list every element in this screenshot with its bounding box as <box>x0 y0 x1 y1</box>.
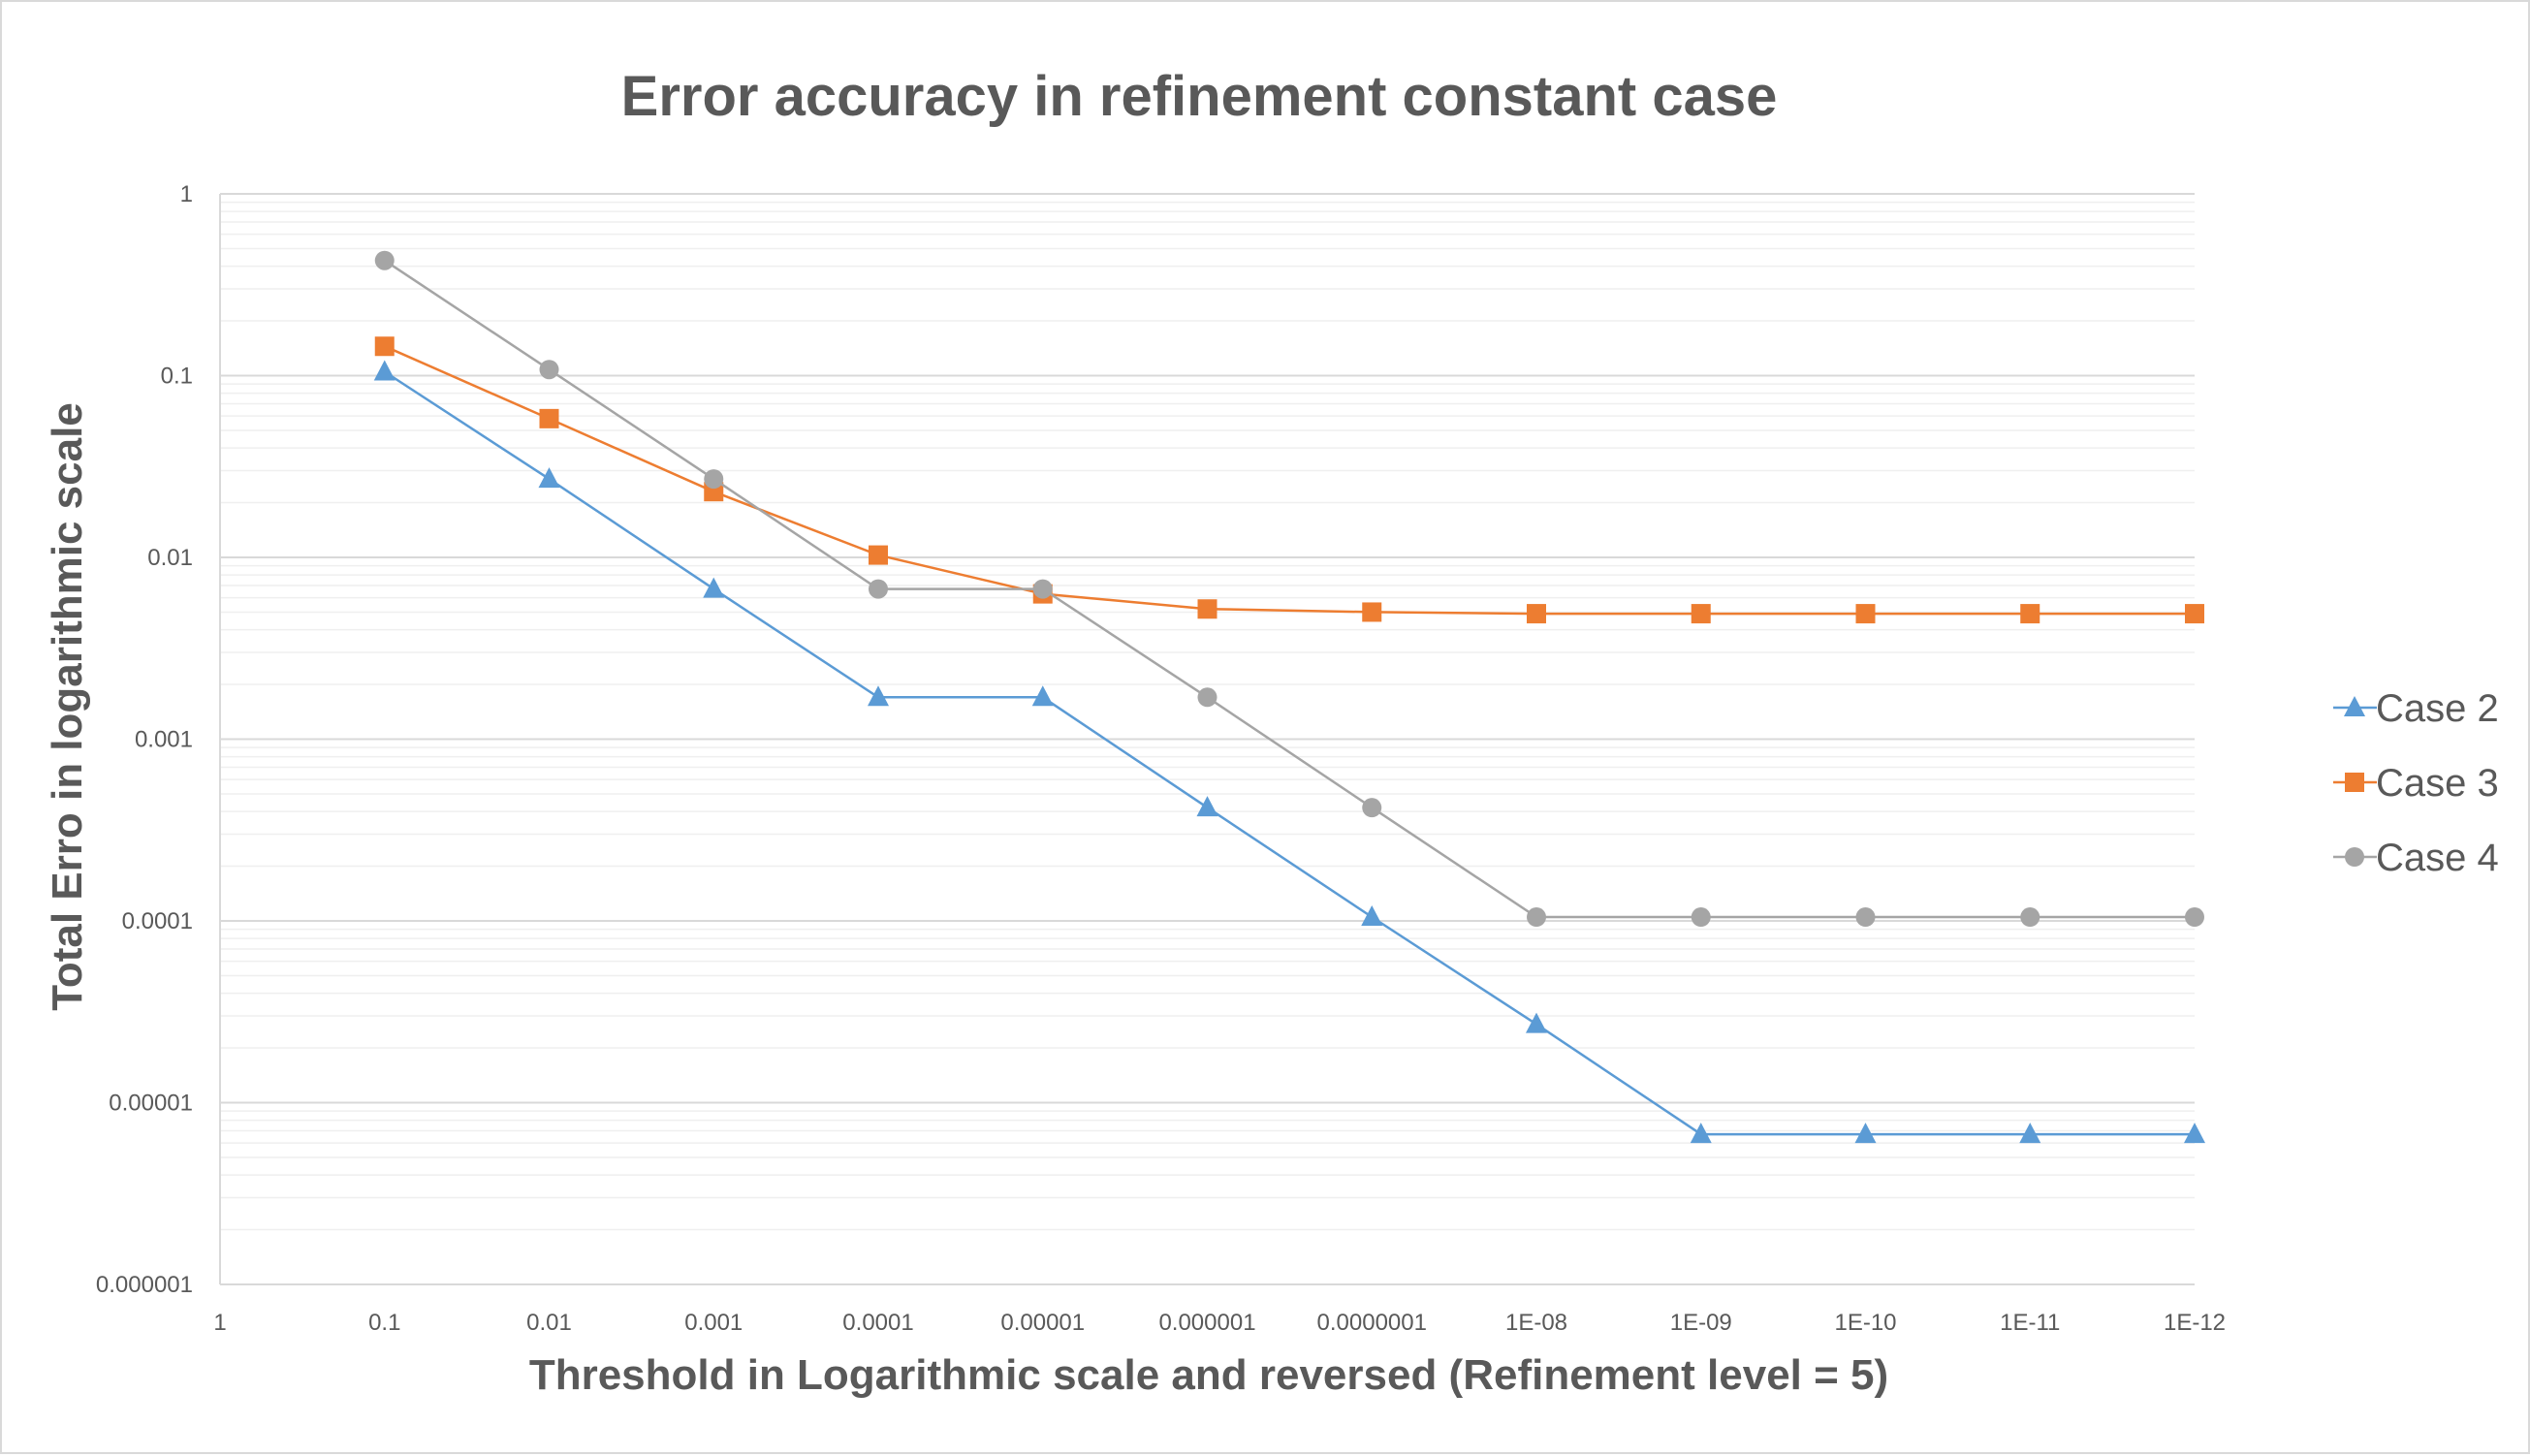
y-tick-label: 1 <box>180 181 193 207</box>
x-axis-title: Threshold in Logarithmic scale and rever… <box>529 1351 1888 1399</box>
legend-marker-case-2 <box>2344 696 2365 716</box>
data-point-case-3 <box>539 408 559 428</box>
series-case-3 <box>374 336 2204 624</box>
x-tick-label: 0.0000001 <box>1317 1310 1427 1336</box>
data-point-case-3 <box>374 336 395 357</box>
y-tick-label: 0.01 <box>147 545 193 571</box>
data-point-case-3 <box>1197 599 1218 619</box>
data-point-case-4 <box>539 360 559 380</box>
x-tick-label: 1E-11 <box>2000 1310 2060 1336</box>
x-tick-label: 0.001 <box>684 1310 743 1336</box>
data-point-case-3 <box>2020 604 2040 624</box>
data-point-case-2 <box>1361 905 1383 927</box>
x-tick-label: 0.1 <box>368 1310 400 1336</box>
x-tick-label: 1E-09 <box>1670 1310 1732 1336</box>
legend-marker-case-3 <box>2345 773 2364 792</box>
x-tick-label: 0.01 <box>526 1310 572 1336</box>
data-point-case-3 <box>1362 602 1382 622</box>
data-point-case-4 <box>2185 907 2204 928</box>
series-case-4 <box>374 250 2204 928</box>
data-point-case-3 <box>1691 604 1711 624</box>
data-point-case-4 <box>1855 907 1876 928</box>
data-point-case-4 <box>704 469 724 490</box>
data-point-case-2 <box>703 577 725 598</box>
series-layer <box>373 250 2205 1144</box>
data-point-case-4 <box>1032 579 1053 599</box>
data-point-case-2 <box>1854 1123 1877 1144</box>
x-tick-labels: 1 0.1 0.01 0.001 0.0001 0.00001 0.000001 0.0000… <box>213 1310 2226 1336</box>
x-tick-label: 0.0001 <box>842 1310 913 1336</box>
data-point-case-4 <box>1362 798 1382 818</box>
x-tick-label: 1E-08 <box>1505 1310 1567 1336</box>
series-case-2 <box>373 360 2205 1144</box>
x-tick-label: 0.00001 <box>1000 1310 1085 1336</box>
data-point-case-3 <box>1855 604 1876 624</box>
data-point-case-4 <box>1691 907 1711 928</box>
data-point-case-2 <box>1690 1123 1712 1144</box>
legend-label-case-4: Case 4 <box>2376 837 2499 879</box>
series-line-case-4 <box>384 259 2195 919</box>
major-gridlines <box>220 193 2195 1104</box>
y-tick-labels: 1 0.1 0.01 0.001 0.0001 0.00001 0.000001 <box>96 181 193 1298</box>
data-point-case-4 <box>2020 907 2040 928</box>
data-point-case-2 <box>1196 796 1218 817</box>
data-point-case-4 <box>374 250 395 270</box>
series-line-case-2 <box>384 370 2195 1136</box>
minor-gridlines <box>220 201 2195 1231</box>
y-tick-label: 0.0001 <box>122 908 193 934</box>
data-point-case-2 <box>2019 1123 2041 1144</box>
y-axis-title: Total Erro in logarithmic scale <box>44 402 91 1011</box>
legend-item-case-3: Case 3 <box>2333 762 2499 805</box>
data-point-case-3 <box>869 545 888 565</box>
series-line-case-3 <box>384 345 2195 616</box>
data-point-case-2 <box>538 467 560 489</box>
data-point-case-2 <box>868 685 889 707</box>
y-tick-label: 0.001 <box>135 727 193 753</box>
chart-title: Error accuracy in refinement constant ca… <box>621 65 1778 128</box>
legend-item-case-4: Case 4 <box>2333 837 2499 879</box>
x-tick-label: 1E-12 <box>2164 1310 2226 1336</box>
y-tick-label: 0.1 <box>161 364 193 390</box>
data-point-case-2 <box>1031 685 1054 707</box>
data-point-case-4 <box>1197 687 1218 708</box>
y-tick-label: 0.000001 <box>96 1272 193 1298</box>
legend-label-case-2: Case 2 <box>2376 687 2499 730</box>
legend-marker-case-4 <box>2345 847 2364 867</box>
data-point-case-3 <box>1527 604 1546 624</box>
legend-label-case-3: Case 3 <box>2376 762 2499 805</box>
data-point-case-4 <box>869 579 888 599</box>
x-tick-label: 1 <box>213 1310 226 1336</box>
legend: Case 2 Case 3 Case 4 <box>2333 687 2499 879</box>
data-point-case-2 <box>373 360 395 381</box>
y-tick-label: 0.00001 <box>109 1091 193 1117</box>
x-tick-label: 0.000001 <box>1158 1310 1255 1336</box>
legend-item-case-2: Case 2 <box>2333 687 2499 730</box>
axes <box>219 194 2195 1285</box>
data-point-case-2 <box>1526 1012 1547 1033</box>
x-tick-label: 1E-10 <box>1834 1310 1896 1336</box>
data-point-case-3 <box>2185 604 2204 624</box>
data-point-case-4 <box>1527 907 1546 928</box>
data-point-case-2 <box>2184 1123 2205 1144</box>
